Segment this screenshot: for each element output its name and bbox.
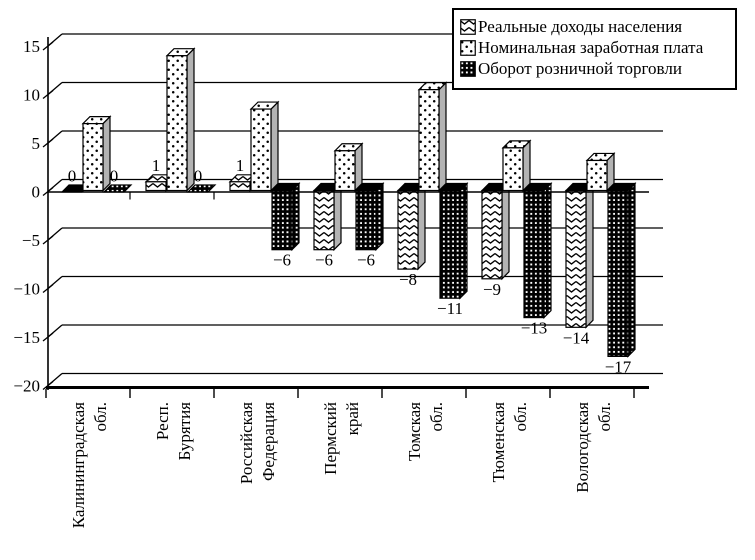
x-axis-label: Вологодская обл.: [572, 402, 616, 560]
x-axis-label-line2: обл.: [91, 402, 110, 432]
bar-grid-2: [270, 182, 301, 252]
x-axis-label: Томская обл.: [404, 402, 448, 560]
x-axis-label-line2: край: [343, 402, 362, 436]
x-axis-label-line1: Тюменская: [489, 402, 508, 483]
x-axis-label-line1: Калининградская: [69, 402, 88, 529]
bar-dots-4: [417, 81, 448, 192]
grid-pattern-swatch-icon: [460, 60, 476, 77]
dots-pattern-swatch-icon: [460, 39, 476, 56]
bar-wave-5: [480, 182, 511, 281]
bar-wave-3: [312, 182, 343, 252]
bar-grid-4: [438, 182, 469, 300]
bar-grid-6: [606, 182, 637, 358]
y-axis-tick-label: −5: [22, 231, 40, 250]
x-axis-label: Пермский край: [320, 402, 364, 560]
legend-label: Оборот розничной торговли: [478, 59, 682, 78]
bar-value-label: −8: [399, 270, 417, 289]
legend-item: Номинальная заработная плата: [460, 37, 731, 58]
y-axis-tick-label: 0: [32, 183, 41, 202]
bar-value-label: −6: [357, 251, 375, 270]
bar-value-label: −13: [521, 319, 548, 338]
x-axis-label-line2: обл.: [427, 402, 446, 432]
x-axis-label-line2: обл.: [595, 402, 614, 432]
bar-dots-6: [585, 152, 616, 192]
bar-value-label: 1: [236, 156, 245, 175]
legend-item: Реальные доходы населения: [460, 16, 731, 37]
x-axis-label-line1: Вологодская: [573, 402, 592, 493]
x-axis-label-line1: Пермский: [321, 402, 340, 475]
x-axis-label: Российская Федерация: [236, 402, 280, 560]
bar-dots-3: [333, 142, 364, 192]
y-axis-tick-label: −15: [13, 328, 40, 347]
bar-value-label: −9: [483, 280, 501, 299]
bar-dots-2: [249, 100, 280, 192]
bar-dots-1: [165, 47, 196, 192]
y-axis-tick-label: 5: [32, 134, 41, 153]
x-axis-label-line1: Российская: [237, 402, 256, 485]
x-axis-label: Калининградская обл.: [68, 402, 112, 560]
y-axis-tick-label: 15: [23, 37, 40, 56]
x-axis-label: Тюменская обл.: [488, 402, 532, 560]
bar-dots-5: [501, 139, 532, 192]
bar-grid-5: [522, 182, 553, 320]
bar-value-label: 0: [194, 167, 203, 186]
bar-value-label: −17: [605, 357, 632, 376]
bar-grid-3: [354, 182, 385, 252]
x-axis-label-line2: Федерация: [259, 402, 278, 482]
bar-wave-6: [564, 182, 595, 329]
legend-item: Оборот розничной торговли: [460, 58, 731, 79]
y-axis-tick-label: −10: [13, 280, 40, 299]
legend-label: Реальные доходы населения: [478, 17, 683, 36]
x-axis-label-line1: Респ.: [153, 402, 172, 441]
y-axis-tick-label: 10: [23, 86, 40, 105]
bar-value-label: 0: [110, 167, 119, 186]
x-axis-label-line2: обл.: [511, 402, 530, 432]
bar-value-label: −6: [273, 251, 291, 270]
wave-pattern-swatch-icon: [460, 18, 476, 35]
y-axis-tick-label: −20: [13, 377, 40, 396]
bar-dots-0: [81, 115, 112, 192]
bar-value-label: 1: [152, 156, 161, 175]
bar-value-label: 0: [68, 167, 77, 186]
bar-wave-4: [396, 182, 427, 271]
bar-value-label: −14: [563, 328, 590, 347]
x-axis-label: Респ. Бурятия: [152, 402, 196, 560]
bar-value-label: −11: [437, 299, 463, 318]
chart-legend: Реальные доходы населения Номинальная зар…: [452, 8, 737, 90]
legend-label: Номинальная заработная плата: [478, 38, 704, 57]
x-axis-label-line1: Томская: [405, 402, 424, 461]
bar-value-label: −6: [315, 251, 333, 270]
x-axis-label-line2: Бурятия: [175, 402, 194, 461]
